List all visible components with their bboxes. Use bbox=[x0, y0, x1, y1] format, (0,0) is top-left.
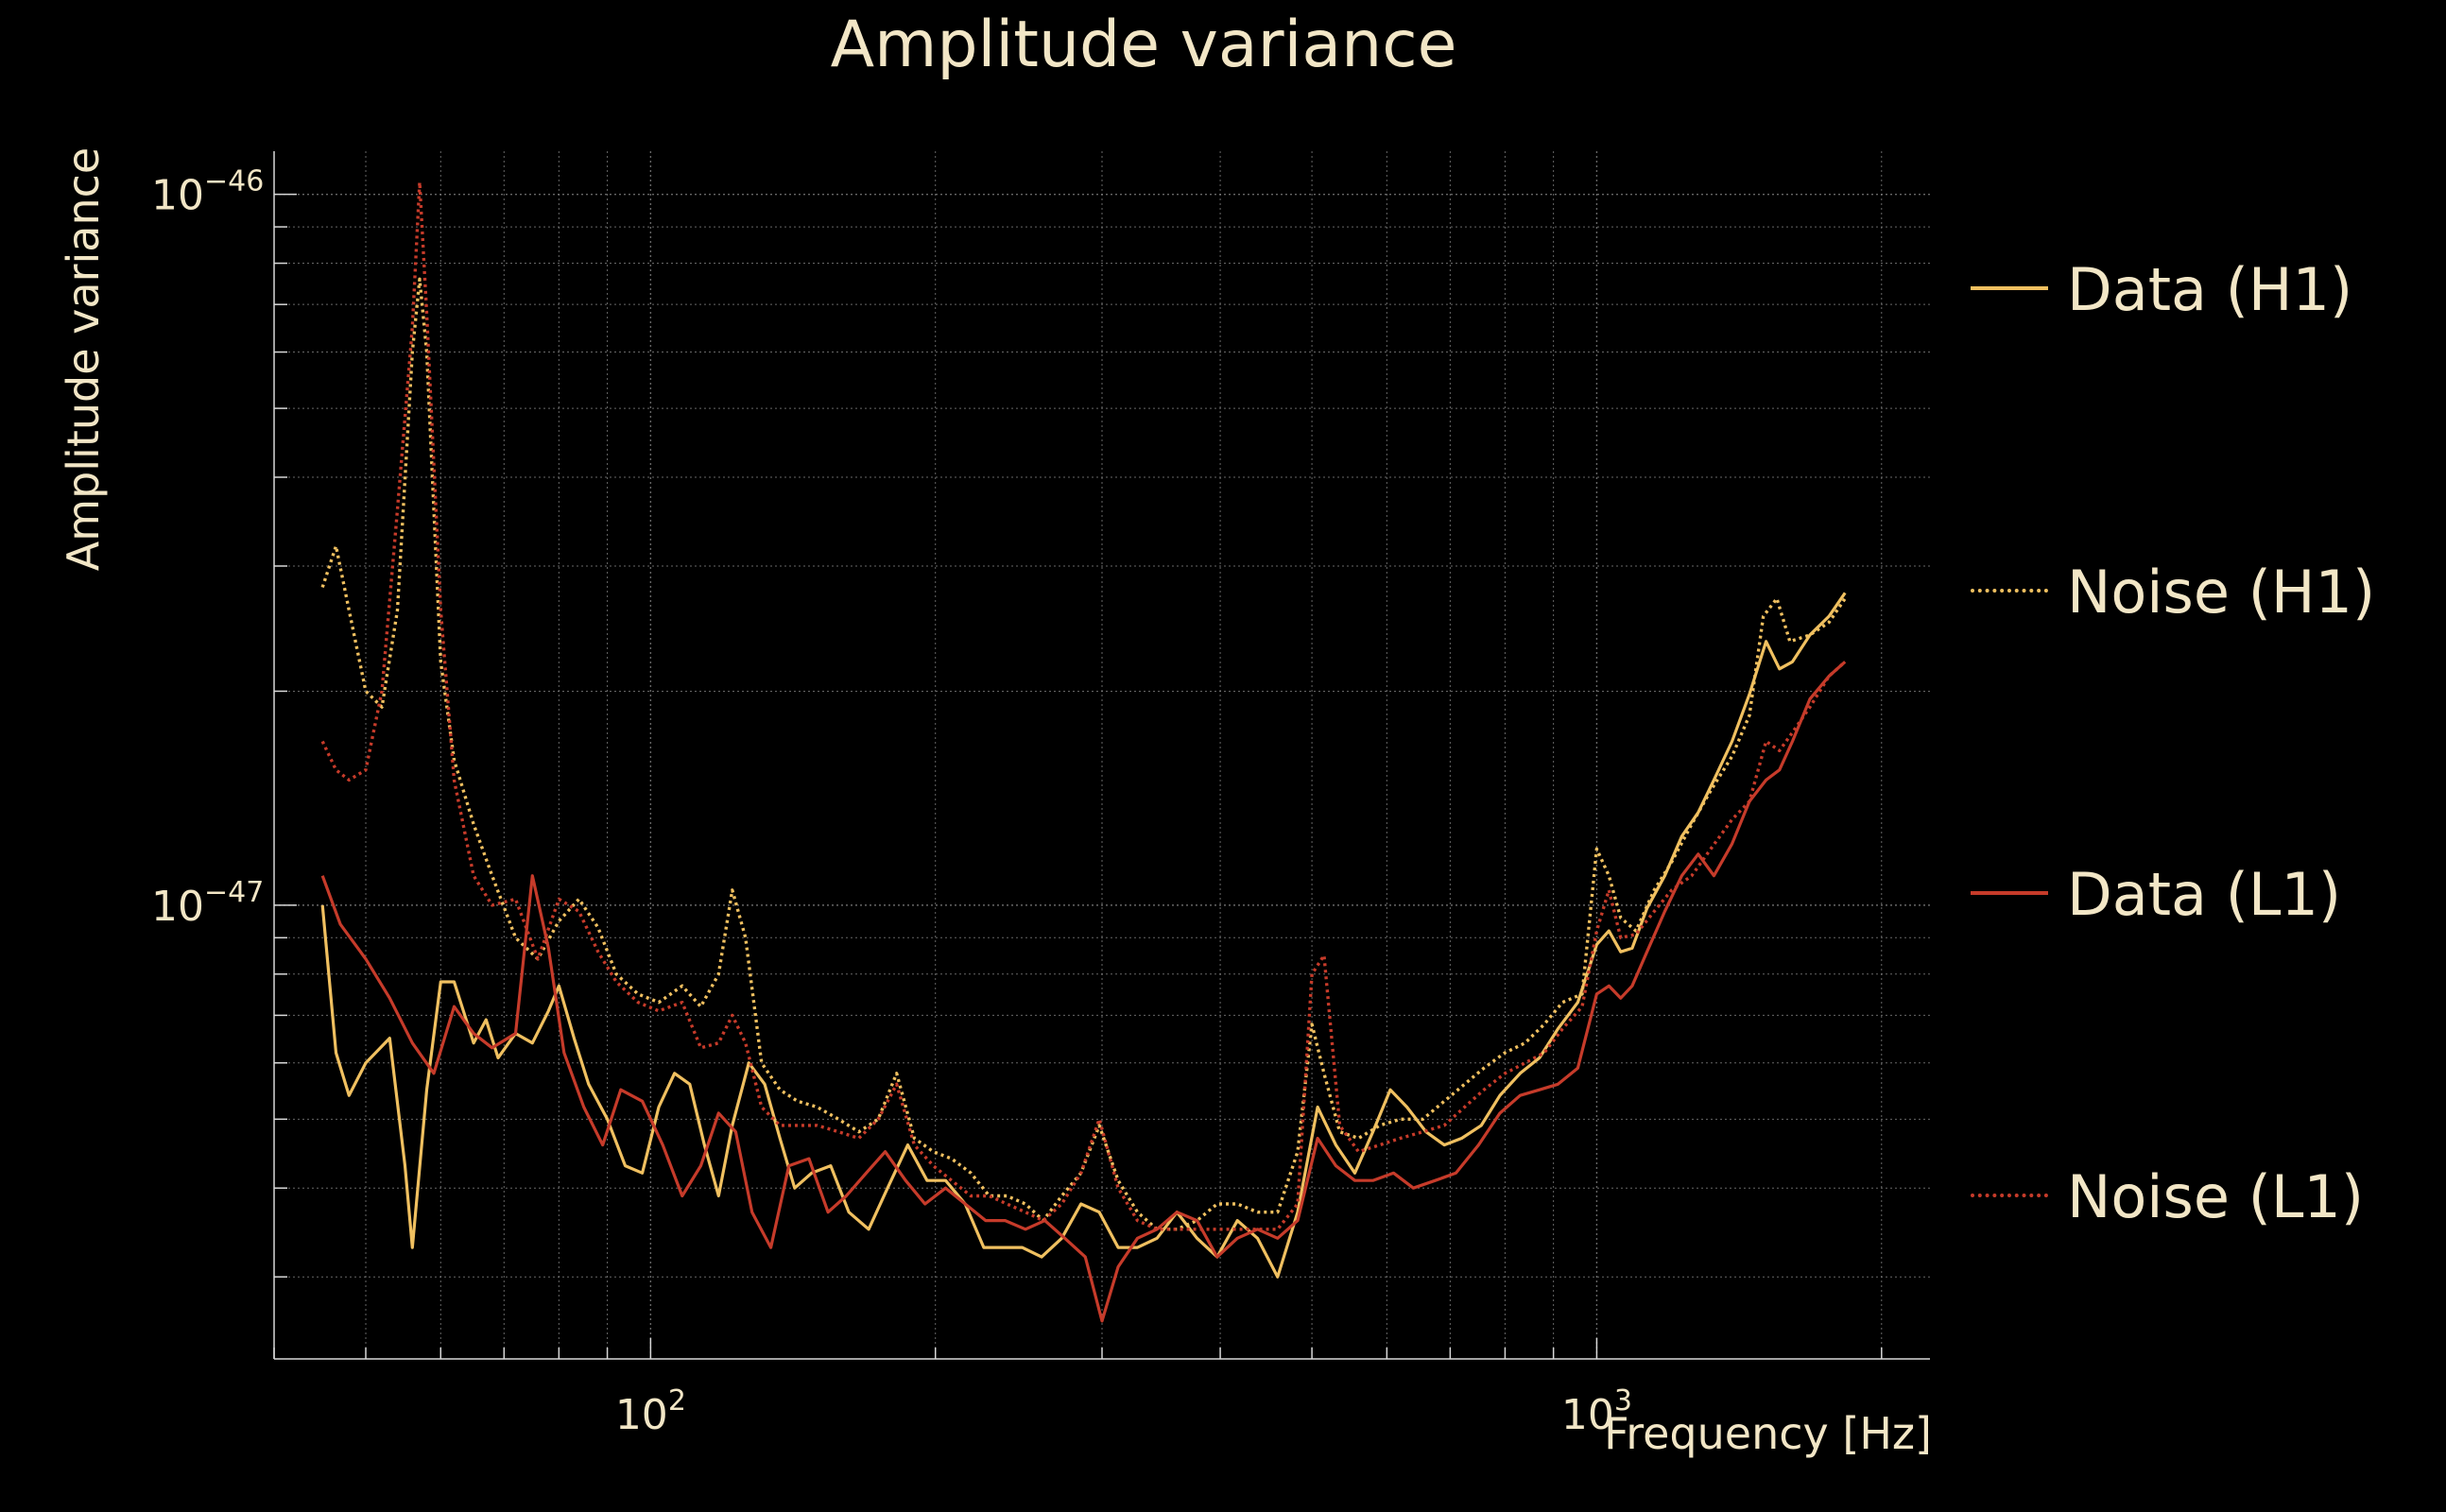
legend-swatch-data-l1 bbox=[1971, 891, 2048, 895]
legend-swatch-noise-h1 bbox=[1971, 589, 2048, 593]
y-tick-label: 10−47 bbox=[151, 876, 264, 931]
y-tick-label: 10−46 bbox=[151, 165, 264, 220]
legend-item-data-h1: Data (H1) bbox=[1971, 255, 2405, 324]
series-data-l1 bbox=[320, 661, 1847, 1323]
legend-swatch-data-h1 bbox=[1971, 286, 2048, 290]
legend-label: Noise (L1) bbox=[2067, 1162, 2365, 1231]
x-tick-label: 103 bbox=[1561, 1384, 1632, 1439]
series-noise-l1 bbox=[320, 180, 1847, 1231]
legend-label: Noise (H1) bbox=[2067, 558, 2376, 627]
legend-item-data-l1: Data (L1) bbox=[1971, 860, 2405, 929]
legend-swatch-noise-l1 bbox=[1971, 1194, 2048, 1197]
chart-title: Amplitude variance bbox=[830, 8, 1457, 82]
x-tick-label: 102 bbox=[615, 1384, 686, 1439]
legend-label: Data (H1) bbox=[2067, 255, 2353, 324]
legend-label: Data (L1) bbox=[2067, 860, 2342, 929]
legend-item-noise-l1: Noise (L1) bbox=[1971, 1162, 2405, 1231]
x-axis-label: Frequency [Hz] bbox=[1604, 1408, 1932, 1459]
series-data-h1 bbox=[320, 592, 1847, 1279]
legend-item-noise-h1: Noise (H1) bbox=[1971, 558, 2405, 627]
series-noise-h1 bbox=[320, 277, 1847, 1231]
